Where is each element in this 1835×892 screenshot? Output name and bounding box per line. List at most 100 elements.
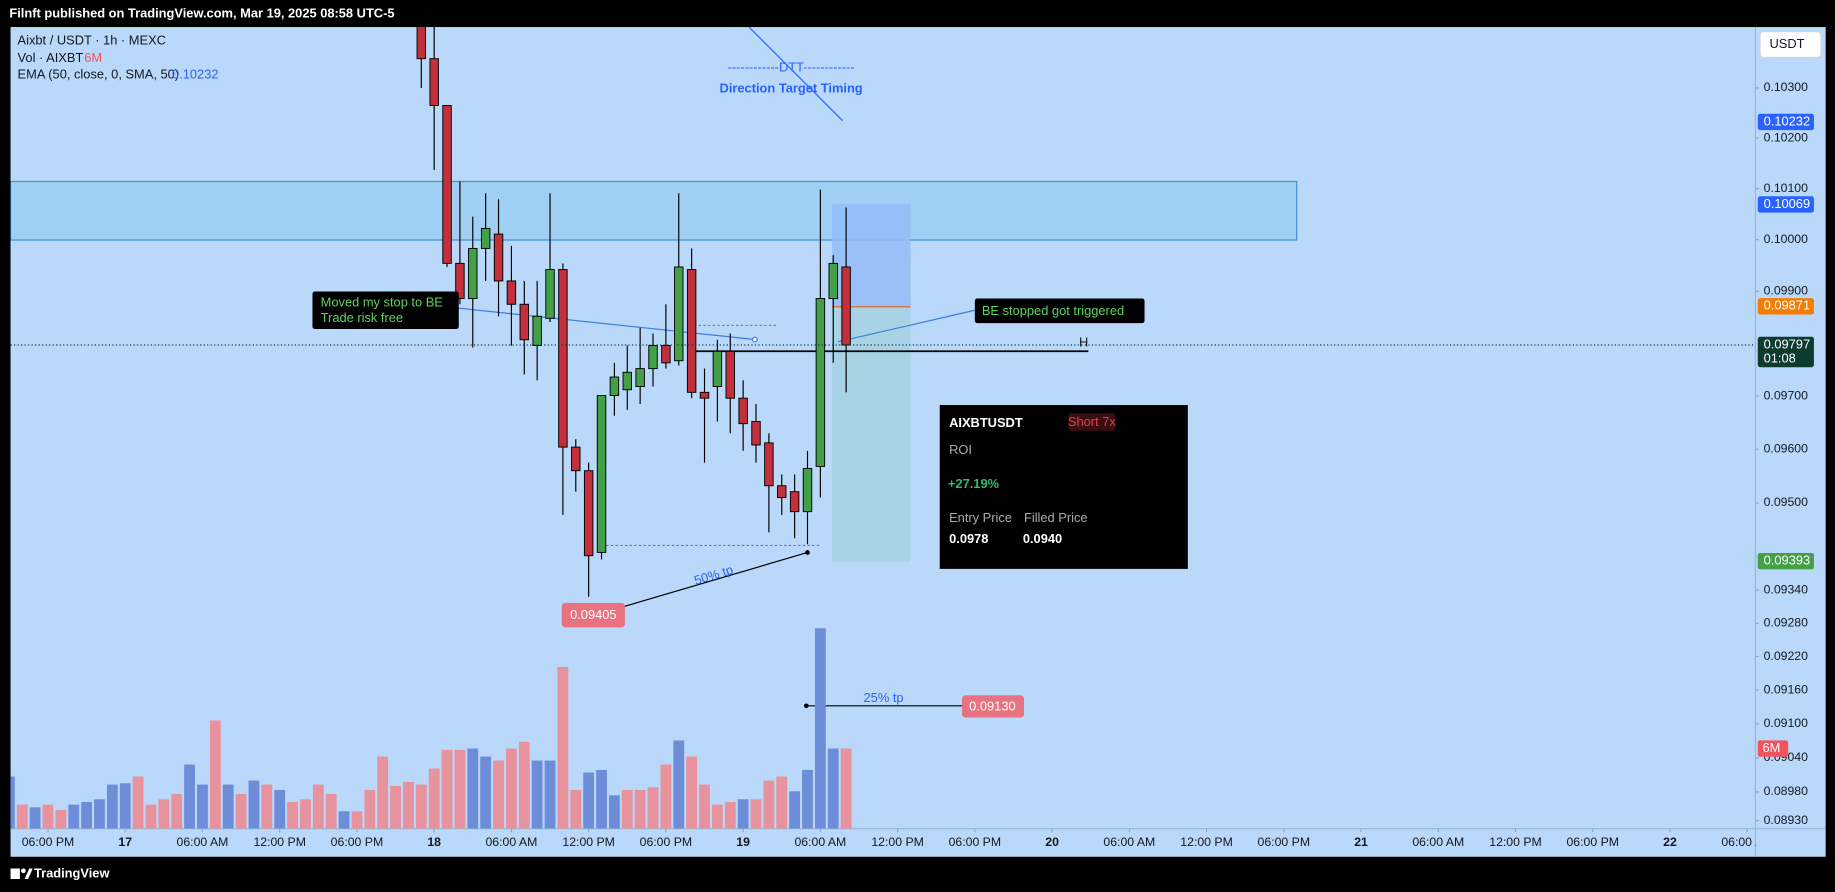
price-label-text: 0.10069 xyxy=(1764,196,1810,211)
y-tick-label: 0.09700 xyxy=(1764,388,1809,402)
y-tick-label: 0.09160 xyxy=(1764,682,1809,696)
x-tick-label: 06:00 AM xyxy=(1721,835,1773,849)
volume-bar xyxy=(647,787,659,829)
y-tick-label: 0.10000 xyxy=(1764,232,1809,246)
currency-label[interactable]: USDT xyxy=(1769,36,1804,51)
position-card xyxy=(939,405,1188,569)
y-tick-label: 0.09340 xyxy=(1764,582,1809,596)
price-note-text: 0.09130 xyxy=(969,698,1015,713)
volume-bar xyxy=(583,772,595,829)
y-tick-label: 0.09600 xyxy=(1764,442,1809,456)
price-note xyxy=(561,602,625,628)
volume-bar xyxy=(750,799,762,829)
legend-volume-value: 6M xyxy=(84,50,102,65)
volume-bar xyxy=(197,784,208,829)
price-label xyxy=(1757,113,1814,131)
volume-bar xyxy=(248,780,260,829)
note-text: Trade risk free xyxy=(321,310,403,325)
candle-body xyxy=(506,280,517,305)
volume-bar xyxy=(68,804,80,829)
time-axis: 06:00 PM 17 06:00 AM 12:00 PM 06:00 PM 18 06:0… xyxy=(22,828,1773,849)
volume-marker-text: 6M xyxy=(1762,740,1780,755)
price-label-text: 0.09393 xyxy=(1764,553,1810,568)
callout-end xyxy=(803,703,809,709)
volume-bar xyxy=(673,740,685,829)
candle-body xyxy=(571,446,581,472)
drawings xyxy=(10,27,1298,709)
x-tick-label: 06:00 PM xyxy=(640,835,693,849)
y-tick-label: 0.09900 xyxy=(1764,284,1809,298)
volume-bar xyxy=(300,799,311,829)
card-side: Short 7x xyxy=(1068,414,1116,429)
volume-bar xyxy=(428,768,440,829)
candle-body xyxy=(416,27,427,60)
volume-bar xyxy=(55,809,67,829)
volume-bar xyxy=(145,804,157,829)
callout-line xyxy=(837,309,975,343)
volume-bar xyxy=(686,756,698,829)
x-tick-label: 06:00 PM xyxy=(1566,835,1619,849)
price-label-text: 0.09797 xyxy=(1764,336,1810,351)
currency-button[interactable] xyxy=(1759,31,1822,59)
candle-body xyxy=(596,395,607,553)
volume-bar xyxy=(531,760,543,829)
candle-body xyxy=(764,442,774,487)
x-tick-label: 12:00 PM xyxy=(253,835,306,849)
x-tick-label: 06:00 PM xyxy=(22,835,75,849)
x-tick-label: 17 xyxy=(118,835,132,849)
candle-body xyxy=(686,269,697,393)
volume-bar xyxy=(660,764,672,829)
footer: TradingView xyxy=(34,866,111,881)
volume-bar xyxy=(840,748,852,829)
volume-bar xyxy=(16,804,28,829)
candle-body xyxy=(455,262,465,300)
volume-bar xyxy=(158,799,170,829)
y-tick-label: 0.08980 xyxy=(1764,784,1809,798)
volume-bar xyxy=(557,667,569,829)
x-tick-label: 21 xyxy=(1354,835,1368,849)
candle-body xyxy=(841,266,851,346)
annotation: Direction Target Timing xyxy=(720,80,863,95)
legend-volume: Vol · AIXBT xyxy=(18,50,84,65)
y-tick-label: 0.09500 xyxy=(1764,495,1809,509)
note-box xyxy=(312,291,459,329)
volume-bar xyxy=(106,784,118,829)
volume-bar xyxy=(814,628,826,829)
volume-bar xyxy=(351,811,363,829)
x-tick-label: 18 xyxy=(427,835,441,849)
candle-body xyxy=(828,262,838,300)
volume-bar xyxy=(518,741,530,829)
volume-bar xyxy=(312,784,324,829)
price-label xyxy=(1757,196,1814,213)
volume-bar xyxy=(377,756,389,829)
candle-body xyxy=(661,345,671,364)
card-value: 0.0978 xyxy=(949,531,988,546)
card-label: ROI xyxy=(949,442,972,457)
volume-bar xyxy=(724,801,736,829)
candle-body xyxy=(674,266,684,362)
y-tick-label: 0.09220 xyxy=(1764,649,1809,663)
volume-bar xyxy=(171,793,183,829)
x-tick-label: 06:00 AM xyxy=(485,835,537,849)
price-label xyxy=(1757,298,1814,315)
volume-bar xyxy=(415,784,427,829)
supply-zone xyxy=(10,180,1298,241)
volume-bar xyxy=(390,785,401,829)
volume-bar xyxy=(441,749,453,829)
volume-bar xyxy=(621,789,633,829)
legend-ema: EMA (50, close, 0, SMA, 50) xyxy=(18,66,180,81)
candle-body xyxy=(751,421,761,446)
volume-bar xyxy=(596,769,607,829)
volume-bar xyxy=(325,793,337,829)
x-tick-label: 22 xyxy=(1663,835,1677,849)
callout-line xyxy=(456,307,755,341)
x-tick-label: 06:00 AM xyxy=(177,835,229,849)
x-tick-label: 06:00 AM xyxy=(1103,835,1155,849)
volume-bar xyxy=(570,789,582,829)
y-tick-label: 0.10300 xyxy=(1764,80,1809,94)
volume-bar xyxy=(132,776,144,829)
x-tick-label: 06:00 AM xyxy=(794,835,846,849)
volume-bar xyxy=(467,748,479,829)
candle-body xyxy=(609,376,620,397)
